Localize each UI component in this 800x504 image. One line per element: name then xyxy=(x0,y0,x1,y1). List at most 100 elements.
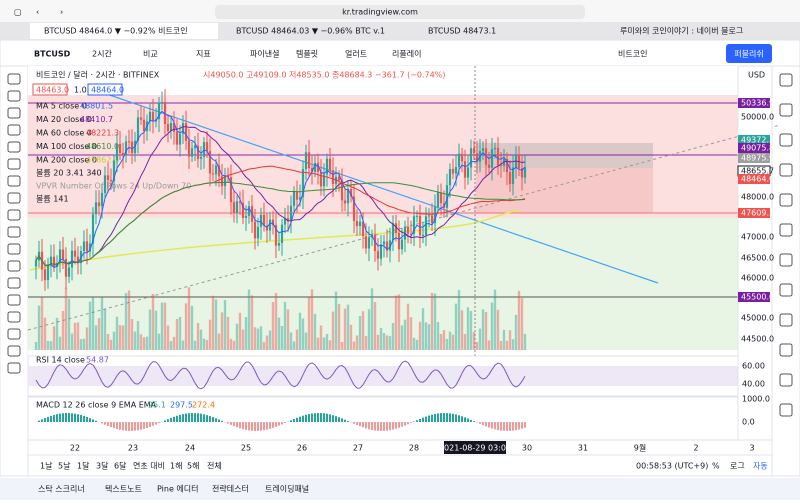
macd-hist xyxy=(119,422,121,430)
time-axis xyxy=(28,440,772,455)
percent-toggle[interactable]: % xyxy=(712,462,720,471)
clock: 00:58:53 (UTC+9) xyxy=(636,462,708,471)
macd-hist xyxy=(422,418,424,422)
tab-title: BTCUSD 48464.03 ▼ −0.96% BTC v.1 xyxy=(236,27,385,36)
macd-hist xyxy=(272,422,274,428)
macd-hist xyxy=(506,422,508,431)
time-label: 22 xyxy=(70,444,80,453)
range-button[interactable]: 3달 xyxy=(96,462,109,471)
bottom-tab[interactable]: 트레이딩패널 xyxy=(265,484,309,494)
volume-bar xyxy=(122,325,124,350)
macd-hist xyxy=(71,413,73,422)
time-label: 2 xyxy=(693,444,698,453)
macd-hist xyxy=(338,417,340,422)
volume-bar xyxy=(302,318,304,350)
candle-body xyxy=(161,102,163,103)
volume-bar xyxy=(518,291,520,350)
volume-bar xyxy=(479,329,481,350)
volume-bar xyxy=(392,323,394,350)
macd-hist xyxy=(101,422,103,423)
candle-body xyxy=(488,165,490,168)
volume-bar xyxy=(230,339,232,350)
volume-bar xyxy=(197,323,199,350)
toolbar-item[interactable]: 얼러트 xyxy=(345,49,367,59)
volume-bar xyxy=(185,303,187,350)
candle-body xyxy=(185,123,187,141)
symbol[interactable]: BTCUSD xyxy=(34,50,71,59)
candle-body xyxy=(380,245,382,259)
volume-bar xyxy=(206,340,208,350)
macd-hist xyxy=(431,415,433,422)
range-button[interactable]: 연초 대비 xyxy=(133,462,165,471)
macd-hist xyxy=(389,422,391,430)
range-button[interactable]: 전체 xyxy=(207,461,222,471)
volume-bar xyxy=(473,332,475,350)
candle-body xyxy=(200,157,202,159)
price-label: 44500.0 xyxy=(741,335,774,344)
volume-bar xyxy=(149,310,151,350)
volume-bar xyxy=(287,309,289,350)
candle-body xyxy=(53,257,55,267)
toolbar-item[interactable]: 리플레이 xyxy=(392,49,421,59)
candle-body xyxy=(296,192,298,200)
currency[interactable]: USD xyxy=(748,71,765,80)
forward[interactable]: › xyxy=(60,8,63,17)
volume-bar xyxy=(65,288,67,350)
macd-hist xyxy=(89,418,91,422)
bottom-tab[interactable]: Pine 에디터 xyxy=(157,485,199,494)
toolbar-item[interactable]: 지표 xyxy=(196,50,211,59)
candle-body xyxy=(152,112,154,121)
volume-bar xyxy=(389,336,391,350)
back[interactable]: ‹ xyxy=(36,8,39,17)
time-label: 9월 xyxy=(634,443,646,453)
log-toggle[interactable]: 로그 xyxy=(730,462,745,471)
interval[interactable]: 2시간 xyxy=(92,49,112,59)
volume-bar xyxy=(386,335,388,350)
bottom-tab[interactable]: 텍스트노트 xyxy=(105,484,142,494)
volume-bar xyxy=(296,330,298,350)
sidebar-toggle[interactable]: ▢ xyxy=(14,8,22,17)
volume-bar xyxy=(95,325,97,350)
volume-bar xyxy=(344,309,346,350)
layout-name[interactable]: 비트코인 xyxy=(618,49,647,59)
range-button[interactable]: 1날 xyxy=(40,461,53,471)
volume-bar xyxy=(143,337,145,350)
range-button[interactable]: 5해 xyxy=(187,461,199,471)
spread: 1.0 xyxy=(74,86,87,95)
price-badge-label: 50336.9 xyxy=(741,99,774,108)
volume-bar xyxy=(503,330,505,350)
bottom-tab[interactable]: 스탁 스크리너 xyxy=(38,484,85,494)
candle-body xyxy=(110,180,112,181)
auto-toggle[interactable]: 자동 xyxy=(753,462,768,471)
range-button[interactable]: 6달 xyxy=(114,462,127,471)
range-button[interactable]: 5날 xyxy=(58,461,71,471)
time-cursor-label: 2021-08-29 03:00 xyxy=(439,444,511,453)
macd-hist xyxy=(500,422,502,431)
candle-body xyxy=(191,148,193,156)
volume-bar xyxy=(188,287,190,350)
candle-body xyxy=(344,200,346,203)
toolbar-item[interactable]: 템플릿 xyxy=(296,49,318,59)
volume-bar xyxy=(338,304,340,350)
toolbar-item[interactable]: 파이낸셜 xyxy=(250,49,279,59)
toolbar-item[interactable]: 비교 xyxy=(143,50,158,59)
volume-bar xyxy=(161,303,163,350)
range-button[interactable]: 1달 xyxy=(77,462,90,471)
macd-hist xyxy=(482,422,484,425)
candle-body xyxy=(359,222,361,226)
range-button[interactable]: 1해 xyxy=(170,461,182,471)
bottom-tab[interactable]: 전략테스터 xyxy=(212,484,249,494)
volume-bar xyxy=(497,310,499,350)
macd-hist xyxy=(197,413,199,422)
macd-hist xyxy=(203,414,205,422)
macd-hist xyxy=(293,419,295,422)
macd-hist xyxy=(308,414,310,422)
volume-bar xyxy=(86,327,88,350)
macd-hist xyxy=(251,422,253,431)
macd-hist xyxy=(215,418,217,422)
macd-hist xyxy=(404,422,406,426)
volume-bar xyxy=(173,337,175,350)
macd-tick: 0.0 xyxy=(742,418,755,427)
macd-hist xyxy=(497,422,499,430)
volume-bar xyxy=(431,293,433,350)
